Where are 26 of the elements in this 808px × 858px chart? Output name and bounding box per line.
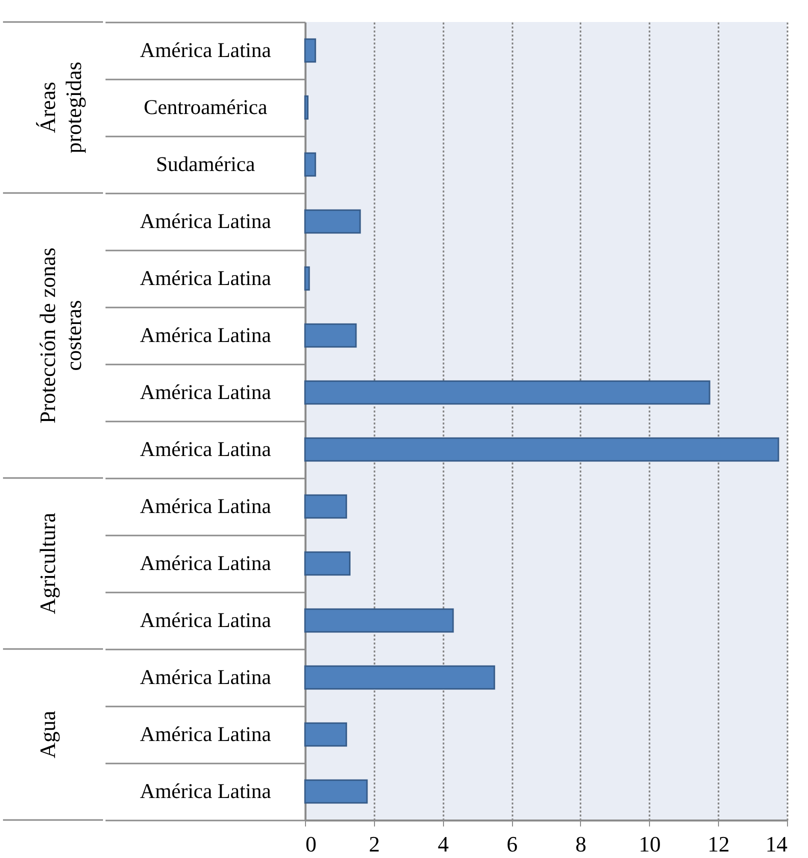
y-tick-label: América Latina bbox=[140, 38, 272, 62]
x-tick-label: 4 bbox=[438, 832, 449, 856]
x-tick-label: 6 bbox=[506, 832, 518, 856]
y-tick-label: América Latina bbox=[140, 437, 272, 461]
y-tick-label: América Latina bbox=[140, 323, 272, 347]
y-tick-label: América Latina bbox=[140, 266, 272, 290]
y-tick-label: América Latina bbox=[140, 779, 272, 803]
y-tick-label: Centroamérica bbox=[144, 95, 268, 119]
x-tick-label: 12 bbox=[708, 832, 730, 856]
x-tick-label: 8 bbox=[575, 832, 586, 856]
text: Agricultura bbox=[35, 512, 60, 614]
x-tick-label: 2 bbox=[368, 832, 380, 856]
y-tick-label: América Latina bbox=[140, 494, 272, 518]
y-tick-label: América Latina bbox=[140, 380, 272, 404]
y-tick-label: Sudamérica bbox=[156, 152, 256, 176]
x-tick-label: 14 bbox=[766, 832, 788, 856]
y-tick-label: América Latina bbox=[140, 608, 272, 632]
y-tick-label: América Latina bbox=[140, 722, 272, 746]
text: Áreas protegidas bbox=[35, 62, 86, 154]
x-tick-label: 10 bbox=[638, 832, 661, 856]
y-tick-label: América Latina bbox=[140, 665, 272, 689]
text: Agua bbox=[35, 710, 60, 758]
y-tick-label: América Latina bbox=[140, 551, 272, 575]
y-tick-label: América Latina bbox=[140, 209, 272, 233]
x-tick-label: 0 bbox=[306, 832, 316, 856]
text: Protección de zonas costeras bbox=[35, 248, 86, 424]
